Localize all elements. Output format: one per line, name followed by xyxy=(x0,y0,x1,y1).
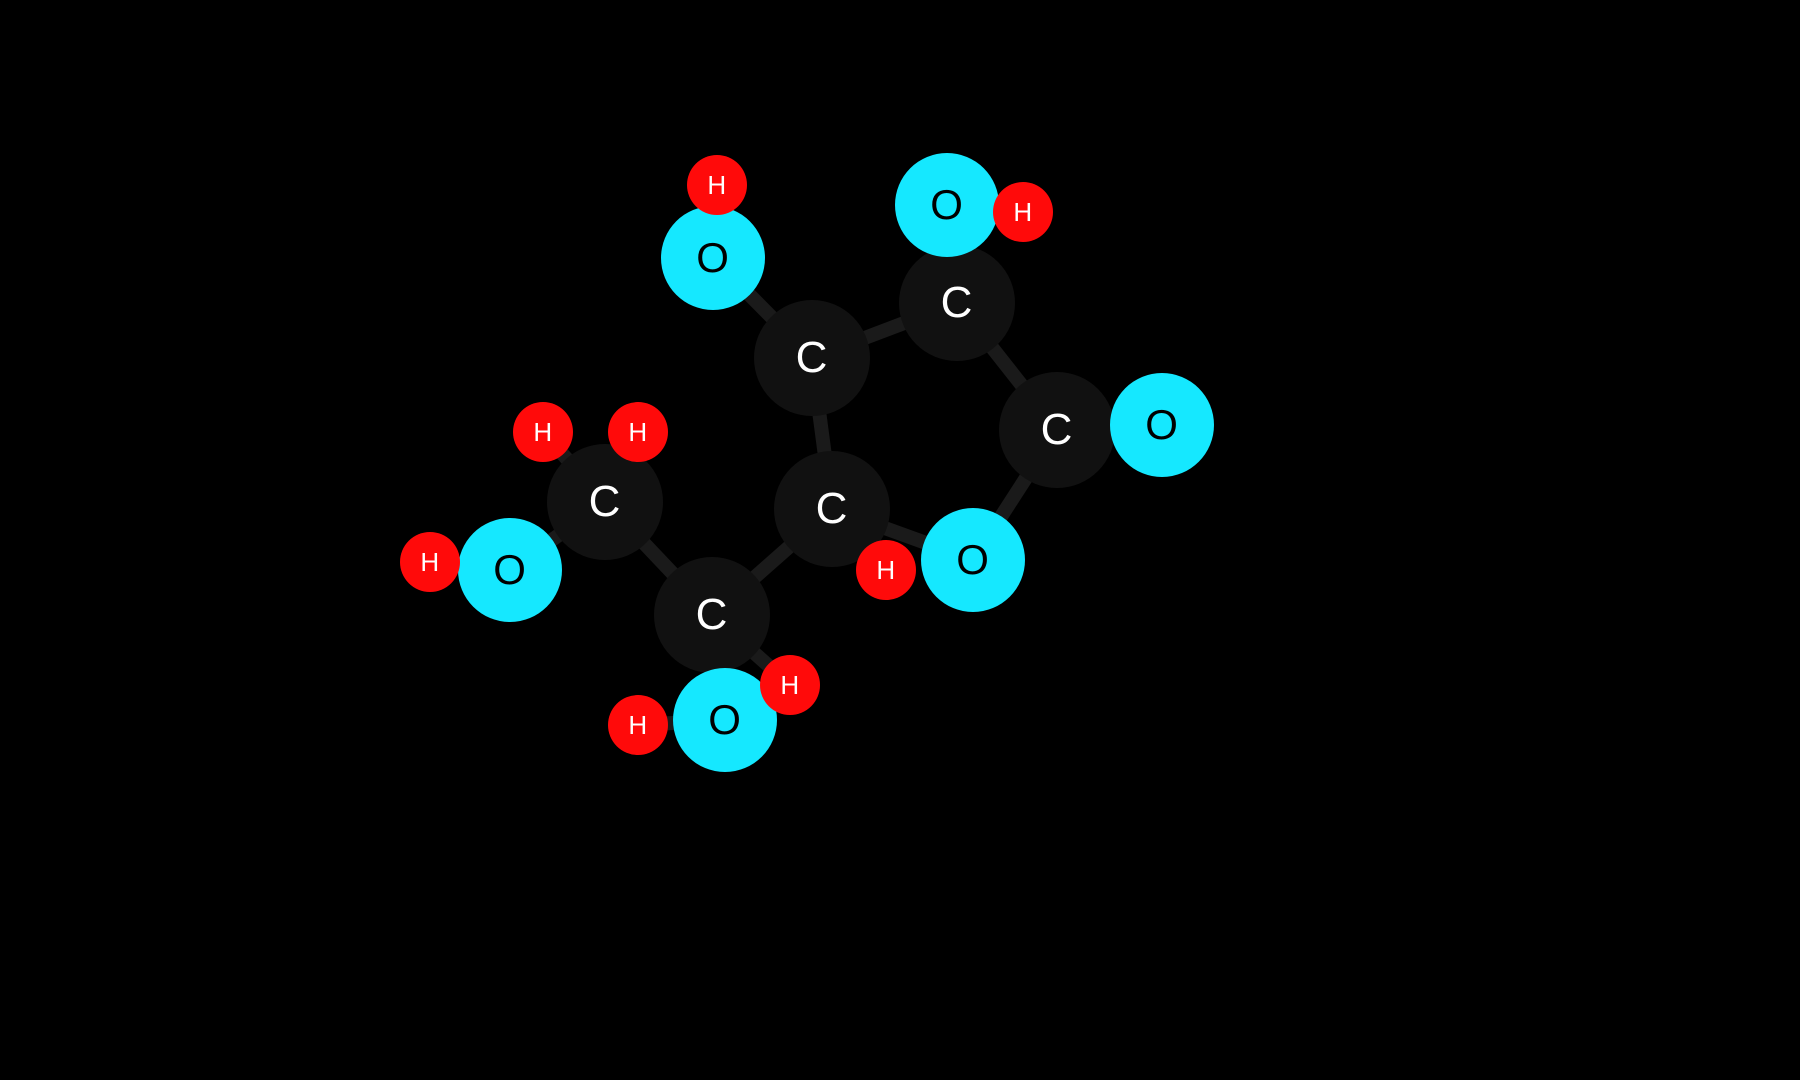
atom-h: H xyxy=(608,402,668,462)
atom-label: C xyxy=(589,477,622,527)
atom-o: O xyxy=(458,518,562,622)
atom-label: C xyxy=(796,333,829,383)
atom-label: O xyxy=(493,546,527,594)
atom-c: C xyxy=(547,444,663,560)
atom-label: H xyxy=(628,710,647,741)
molecular-diagram: C C C C C C O O O O O O H H H H H H H H xyxy=(0,0,1800,1080)
atom-c: C xyxy=(899,245,1015,361)
atom-label: H xyxy=(1013,197,1032,228)
atom-label: H xyxy=(533,417,552,448)
atom-label: C xyxy=(696,590,729,640)
atom-o: O xyxy=(1110,373,1214,477)
atom-h: H xyxy=(400,532,460,592)
atom-label: H xyxy=(876,555,895,586)
atom-label: O xyxy=(708,696,742,744)
atom-c: C xyxy=(999,372,1115,488)
atom-label: C xyxy=(816,484,849,534)
atom-label: O xyxy=(1145,401,1179,449)
atom-label: C xyxy=(941,278,974,328)
atom-h: H xyxy=(856,540,916,600)
atom-label: H xyxy=(780,670,799,701)
atom-label: O xyxy=(930,181,964,229)
atom-label: C xyxy=(1041,405,1074,455)
atom-label: H xyxy=(707,170,726,201)
atom-label: O xyxy=(696,234,730,282)
atom-o: O xyxy=(921,508,1025,612)
atom-label: O xyxy=(956,536,990,584)
atom-c: C xyxy=(754,300,870,416)
atom-c: C xyxy=(654,557,770,673)
atom-o: O xyxy=(895,153,999,257)
atom-h: H xyxy=(513,402,573,462)
atom-label: H xyxy=(628,417,647,448)
atom-h: H xyxy=(687,155,747,215)
atom-h: H xyxy=(993,182,1053,242)
atom-o: O xyxy=(661,206,765,310)
atom-label: H xyxy=(420,547,439,578)
atom-h: H xyxy=(760,655,820,715)
atom-h: H xyxy=(608,695,668,755)
